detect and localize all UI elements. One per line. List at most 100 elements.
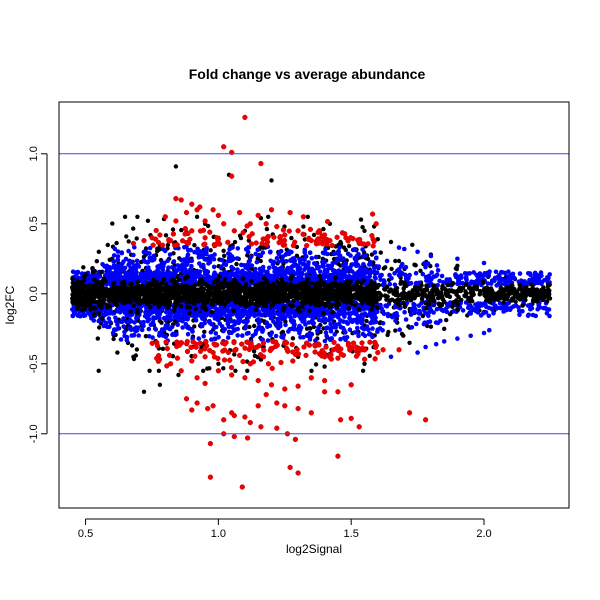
data-point [181, 266, 187, 272]
data-point [216, 361, 221, 366]
data-point [537, 305, 543, 310]
data-point [258, 258, 263, 264]
point-layer [70, 114, 553, 490]
data-point [204, 246, 209, 251]
data-point [450, 280, 456, 286]
data-point [90, 273, 95, 278]
data-point [469, 279, 474, 285]
data-point [89, 316, 94, 321]
data-point [349, 310, 355, 316]
data-point [416, 292, 422, 298]
data-point [328, 322, 334, 327]
data-point [321, 310, 326, 316]
data-point [185, 252, 191, 258]
data-point [282, 304, 287, 310]
data-point [181, 308, 187, 314]
data-point [311, 232, 317, 238]
data-point [283, 293, 288, 298]
data-point [226, 319, 231, 325]
data-point [147, 368, 152, 373]
data-point [419, 283, 424, 288]
data-point [201, 250, 207, 255]
data-point [463, 300, 469, 305]
data-point [492, 278, 497, 284]
data-point [455, 263, 460, 268]
data-point [451, 300, 456, 305]
data-point [149, 273, 154, 279]
data-point [528, 272, 533, 278]
data-point [224, 283, 230, 289]
data-point [373, 276, 378, 281]
data-point [397, 302, 402, 308]
data-point [497, 278, 503, 283]
data-point [296, 301, 302, 306]
data-point [160, 246, 166, 252]
data-point [132, 245, 137, 250]
data-point [192, 243, 197, 248]
data-point [192, 301, 197, 307]
data-point [509, 283, 515, 289]
data-point [113, 266, 118, 272]
data-point [347, 327, 353, 333]
data-point [474, 286, 480, 292]
data-point [429, 270, 435, 275]
data-point [511, 304, 516, 309]
data-point [171, 308, 177, 313]
data-point [225, 335, 231, 340]
data-point [373, 255, 379, 261]
data-point [208, 329, 214, 335]
data-point [208, 255, 213, 260]
data-point [336, 321, 342, 327]
data-point [290, 336, 296, 341]
data-point [355, 325, 360, 331]
data-point [426, 313, 431, 319]
data-point [316, 325, 321, 330]
data-point [456, 278, 462, 284]
data-point [356, 333, 361, 339]
data-point [499, 269, 504, 275]
data-point [414, 321, 419, 327]
data-point [429, 291, 434, 296]
data-point [355, 318, 361, 323]
data-point [164, 322, 169, 328]
data-point [368, 261, 373, 267]
data-point [175, 263, 181, 268]
data-point [481, 330, 487, 336]
data-point [246, 238, 252, 243]
data-point [310, 318, 315, 323]
data-point [334, 256, 340, 262]
data-point [431, 298, 437, 304]
data-point [296, 275, 302, 281]
data-point [185, 325, 190, 330]
data-point [243, 281, 249, 287]
data-point [323, 246, 328, 252]
data-point [270, 262, 276, 267]
data-point [269, 313, 275, 319]
data-point [362, 333, 368, 339]
data-point [70, 313, 76, 319]
data-point [289, 257, 295, 262]
data-point [546, 307, 552, 312]
data-point [222, 276, 228, 282]
data-point [485, 281, 491, 286]
data-point [460, 308, 466, 313]
data-point [283, 319, 288, 324]
data-point [210, 299, 215, 305]
data-point [462, 271, 468, 276]
data-point [342, 299, 348, 305]
data-point [180, 325, 185, 330]
data-point [329, 302, 334, 308]
data-point [376, 264, 382, 269]
data-point [253, 251, 259, 257]
data-point [289, 235, 294, 241]
data-point [331, 271, 337, 277]
data-point [412, 284, 418, 290]
data-point [301, 334, 306, 340]
data-point [152, 326, 158, 332]
data-point [244, 331, 250, 336]
data-point [419, 300, 424, 306]
data-point [275, 304, 281, 310]
data-point [212, 279, 217, 285]
data-point [260, 250, 266, 255]
data-point [169, 278, 174, 283]
